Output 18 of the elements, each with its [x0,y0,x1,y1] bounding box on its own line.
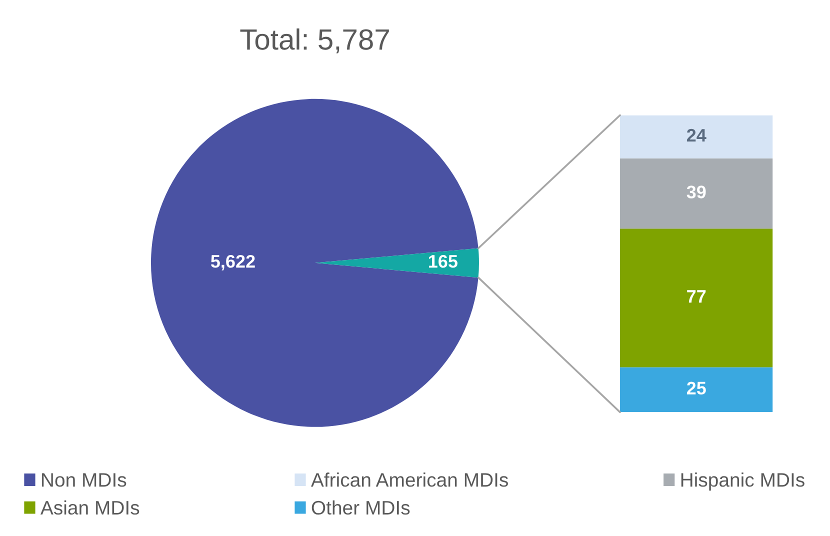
chart-title: Total: 5,787 [240,28,389,54]
pie-slice [150,98,478,427]
legend-label: Non MDIs [42,473,126,487]
data-label: 25 [686,382,706,395]
bar [620,367,773,412]
legend-label: Asian MDIs [40,500,140,515]
bar [620,228,773,368]
pie-slice [314,248,479,278]
data-label: 77 [687,290,706,303]
data-label: 24 [686,128,706,142]
legend-label: African American MDIs [310,472,508,487]
data-label: 39 [686,186,706,198]
legend-label: Hispanic MDIs [681,472,804,491]
legend-label: Other MDIs [312,500,410,515]
data-label: 165 [428,254,458,268]
bar [620,158,773,229]
data-label: 5,622 [210,254,255,270]
bar [620,115,773,158]
